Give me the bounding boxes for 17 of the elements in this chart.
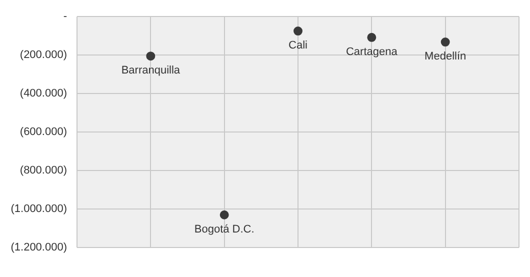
y-tick-label: -	[63, 10, 68, 23]
annotation: Cartagena	[346, 46, 398, 58]
y-tick-label: (1.200.000)	[10, 242, 67, 254]
y-tick-label: (600.000)	[20, 126, 67, 138]
point	[220, 210, 229, 220]
point	[440, 38, 450, 47]
annotation: Bogotá D.C.	[194, 223, 254, 236]
y-tick-label: (400.000)	[20, 88, 67, 100]
y-tick-label: (200.000)	[20, 49, 67, 62]
annotation: Cali	[288, 40, 308, 52]
annotation: Medellín	[424, 50, 466, 63]
point	[367, 32, 376, 42]
point	[146, 52, 156, 61]
y-tick-label: (800.000)	[20, 164, 67, 177]
annotation: Barranquilla	[121, 64, 181, 77]
y-tick-label: (1.000.000)	[10, 203, 67, 216]
point	[294, 26, 302, 36]
